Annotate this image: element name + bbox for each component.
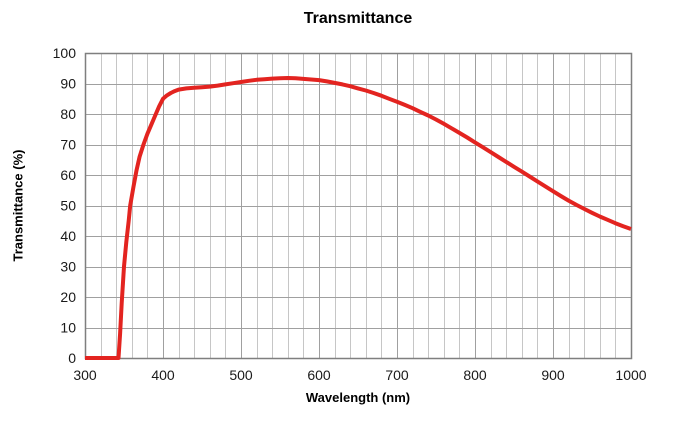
minor-gridlines [101,53,616,358]
x-tick-label: 500 [229,367,253,383]
x-tick-label: 300 [73,367,97,383]
chart-title: Transmittance [303,10,413,27]
y-tick-label: 30 [60,259,76,275]
major-vertical-gridlines [85,53,632,358]
y-tick-label: 10 [60,320,76,336]
y-tick-label: 70 [60,137,76,153]
x-axis-title: Wavelength (nm) [305,390,411,405]
x-tick-label: 800 [463,367,487,383]
y-tick-label: 40 [60,228,76,244]
transmittance-curve [85,76,632,360]
y-tick-label: 60 [60,167,76,183]
y-tick-label: 50 [60,198,76,214]
y-tick-label: 80 [60,106,76,122]
horizontal-gridlines [85,53,631,359]
y-tick-label: 0 [68,350,76,366]
x-tick-label: 1000 [615,367,646,383]
y-tick-label: 90 [60,76,76,92]
x-tick-label: 600 [307,367,331,383]
x-tick-label: 900 [541,367,565,383]
y-tick-label: 100 [53,45,77,61]
plot-border [84,52,633,360]
x-tick-label: 400 [151,367,175,383]
x-tick-label: 700 [385,367,409,383]
y-tick-label: 20 [60,289,76,305]
